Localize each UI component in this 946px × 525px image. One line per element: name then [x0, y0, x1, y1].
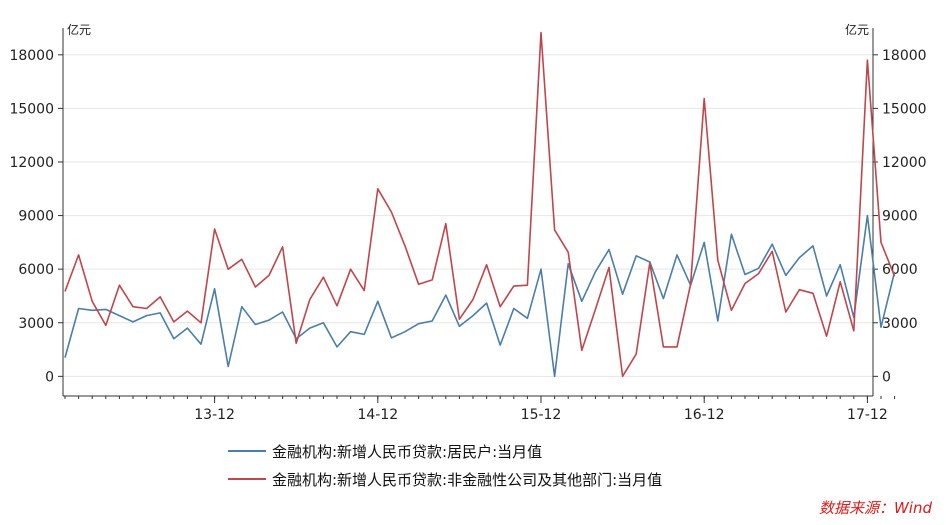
right-y-ticks: 0 3000 6000 9000 12000 15000 18000: [873, 48, 927, 385]
left-unit-label: 亿元: [67, 22, 91, 37]
legend-item-household: 金融机构:新增人民币贷款:居民户:当月值: [228, 437, 662, 465]
series-lines: [64, 31, 896, 378]
x-tick-label: 14-12: [357, 407, 398, 423]
legend: 金融机构:新增人民币贷款:居民户:当月值 金融机构:新增人民币贷款:非金融性公司…: [228, 437, 662, 493]
left-y-tick-label: 6000: [18, 262, 54, 278]
plot-frame: [62, 28, 874, 397]
right-y-tick-label: 18000: [882, 48, 927, 64]
x-tick-label: 16-12: [684, 407, 725, 423]
right-y-tick-label: 15000: [882, 101, 927, 117]
left-y-tick-label: 3000: [18, 316, 54, 332]
left-y-ticks: 0 3000 6000 9000 12000 15000 18000: [9, 48, 63, 385]
right-y-tick-label: 9000: [882, 209, 918, 225]
legend-swatch-household: [228, 450, 266, 452]
x-tick-label: 17-12: [847, 407, 888, 423]
series-line-corporate: [64, 31, 896, 378]
left-y-tick-label: 0: [45, 369, 54, 385]
right-y-tick-label: 6000: [882, 262, 918, 278]
x-tick-label: 15-12: [521, 407, 562, 423]
left-y-tick-label: 12000: [9, 155, 54, 171]
left-y-tick-label: 9000: [18, 209, 54, 225]
x-ticks: 13-12 14-12 15-12 16-12 17-12: [64, 396, 896, 423]
right-y-tick-label: 3000: [882, 316, 918, 332]
legend-swatch-corporate: [228, 478, 266, 480]
right-y-tick-label: 0: [882, 369, 891, 385]
series-line-household: [64, 214, 896, 378]
left-y-tick-label: 18000: [9, 48, 54, 64]
x-tick-label: 13-12: [194, 407, 235, 423]
gridlines: [63, 54, 873, 377]
right-unit-label: 亿元: [845, 22, 869, 37]
legend-label-corporate: 金融机构:新增人民币贷款:非金融性公司及其他部门:当月值: [272, 470, 663, 489]
source-note: 数据来源：Wind: [818, 499, 932, 517]
legend-item-corporate: 金融机构:新增人民币贷款:非金融性公司及其他部门:当月值: [228, 465, 662, 493]
legend-label-household: 金融机构:新增人民币贷款:居民户:当月值: [272, 442, 543, 461]
left-y-tick-label: 15000: [9, 101, 54, 117]
right-y-tick-label: 12000: [882, 155, 927, 171]
